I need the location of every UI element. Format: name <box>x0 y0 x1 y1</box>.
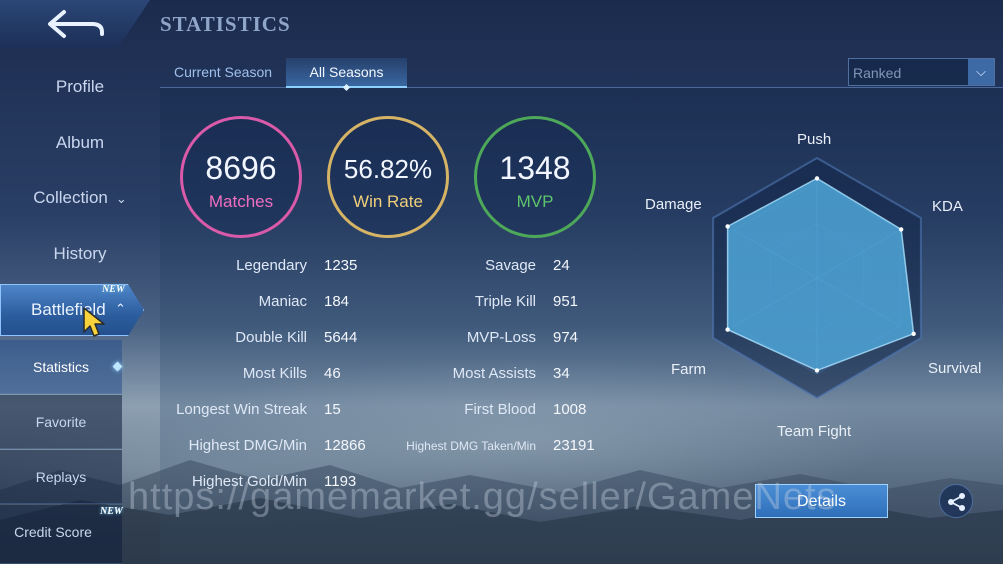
stat-value: 1008 <box>553 401 587 418</box>
stat-label: Longest Win Streak <box>176 401 307 418</box>
stat-label: Most Kills <box>242 365 307 382</box>
matches-label: Matches <box>208 192 274 211</box>
stat-value: 974 <box>553 329 579 346</box>
stat-label: Maniac <box>258 293 307 310</box>
radar-data-points <box>725 176 916 373</box>
sidebar-item-label: History <box>53 244 107 263</box>
win-rate-label: Win Rate <box>353 192 423 211</box>
chevron-up-icon: ⌃ <box>115 301 126 316</box>
stat-value: 15 <box>324 401 341 418</box>
stat-value: 184 <box>324 293 350 310</box>
stat-value: 951 <box>553 293 579 310</box>
sidebar-item-label: Collection <box>33 188 108 207</box>
new-badge: NEW <box>100 506 123 517</box>
stat-label: Double Kill <box>235 329 307 346</box>
win-rate-circle: 56.82% Win Rate <box>327 116 449 238</box>
radar-data-point <box>911 331 916 336</box>
matches-circle: 8696 Matches <box>180 116 302 238</box>
stat-value: 1193 <box>324 473 357 490</box>
pointer-cursor-icon <box>83 307 105 337</box>
chevron-down-icon: ⌄ <box>115 191 127 206</box>
sidebar-subitem-label: Statistics <box>32 359 89 375</box>
tab-label: All Seasons <box>309 64 384 80</box>
stat-value: 34 <box>553 365 570 382</box>
matches-count: 8696 <box>205 150 277 186</box>
sidebar-subitem-replays[interactable]: Replays <box>0 450 122 504</box>
radar-data-point <box>814 176 820 181</box>
mvp-label: MVP <box>516 192 554 211</box>
tab-divider <box>160 87 1003 88</box>
back-button[interactable] <box>0 0 150 48</box>
tab-current-season[interactable]: Current Season <box>163 58 283 88</box>
stat-value: 5644 <box>324 329 358 346</box>
sidebar-item-album[interactable]: Album <box>0 133 160 153</box>
tab-all-seasons[interactable]: All Seasons <box>286 58 407 92</box>
radar-label-kda: KDA <box>932 198 963 215</box>
details-button[interactable]: Details <box>755 484 888 518</box>
sidebar-item-battlefield[interactable]: Battlefield ⌃ <box>0 284 144 336</box>
radar-label-push: Push <box>797 131 832 148</box>
sidebar-item-history[interactable]: History <box>0 244 160 264</box>
radar-label-survival: Survival <box>928 360 982 377</box>
radar-data-point <box>725 224 730 229</box>
stat-value: 46 <box>324 365 341 382</box>
radar-data-point <box>725 327 730 332</box>
sidebar-subitem-credit-score[interactable]: Credit Score <box>0 505 122 564</box>
win-rate-value: 56.82% <box>343 154 433 184</box>
new-badge: NEW <box>102 284 125 295</box>
details-button-label: Details <box>797 493 846 510</box>
stat-label: Highest DMG/Min <box>188 437 307 454</box>
mvp-circle: 1348 MVP <box>474 116 596 238</box>
stat-label: Highest Gold/Min <box>191 473 307 490</box>
stat-value: 23191 <box>553 437 595 454</box>
sidebar-subitem-label: Credit Score <box>14 524 92 540</box>
radar-label-damage: Damage <box>645 196 702 213</box>
stat-value: 24 <box>553 257 570 274</box>
performance-radar-chart <box>712 156 922 400</box>
sidebar-item-profile[interactable]: Profile <box>0 77 160 97</box>
share-icon <box>948 493 965 511</box>
mvp-count: 1348 <box>499 150 571 186</box>
sidebar-subitem-statistics[interactable]: Statistics <box>0 340 123 394</box>
sidebar-subitem-label: Favorite <box>35 414 87 430</box>
stat-label: Triple Kill <box>474 293 536 310</box>
stat-label: Savage <box>485 257 536 274</box>
sidebar-item-label: Profile <box>55 77 105 96</box>
sidebar-item-collection[interactable]: Collection ⌄ <box>0 188 160 208</box>
stat-label: MVP-Loss <box>466 329 536 346</box>
stat-value: 1235 <box>324 257 358 274</box>
stat-value: 12866 <box>324 437 366 454</box>
page-title: STATISTICS <box>160 12 291 36</box>
stat-label: Highest DMG Taken/Min <box>406 439 536 453</box>
radar-label-farm: Farm <box>671 361 706 378</box>
stat-label: Most Assists <box>452 365 536 382</box>
tab-label: Current Season <box>173 64 273 80</box>
back-arrow-icon <box>48 10 104 38</box>
stat-label: First Blood <box>464 401 536 418</box>
sidebar: Profile Album Collection ⌄ History Battle… <box>0 56 160 564</box>
chevron-down-icon: ⌵ <box>968 59 994 85</box>
sidebar-item-label: Album <box>55 133 105 152</box>
mode-dropdown[interactable]: Ranked ⌵ <box>848 58 995 86</box>
mode-dropdown-value: Ranked <box>853 65 902 81</box>
sidebar-subitem-label: Replays <box>35 469 87 485</box>
radar-data-point <box>814 368 820 373</box>
share-button[interactable] <box>939 484 973 518</box>
radar-label-team-fight: Team Fight <box>777 423 852 440</box>
stat-label: Legendary <box>236 257 307 274</box>
sidebar-subitem-favorite[interactable]: Favorite <box>0 395 122 449</box>
radar-data-point <box>898 227 904 232</box>
